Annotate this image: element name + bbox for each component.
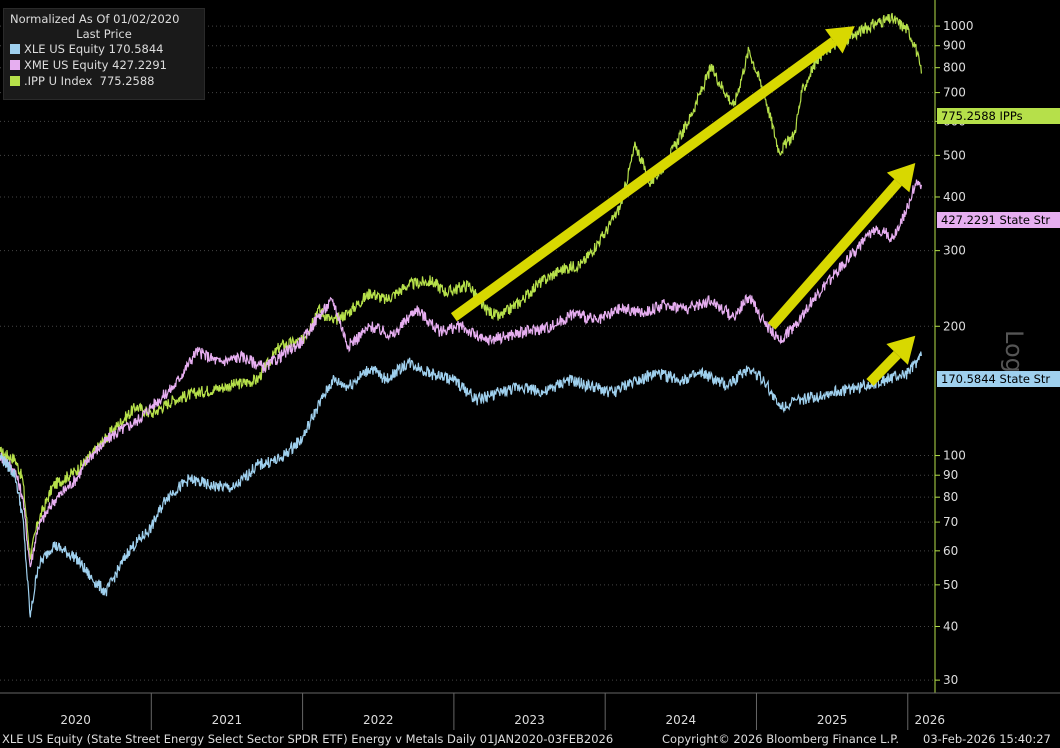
x-tick-label: 2021 xyxy=(212,713,243,727)
legend-subheader: Last Price xyxy=(76,27,132,41)
y-tick-label: 50 xyxy=(943,578,958,592)
x-tick-label: 2026 xyxy=(914,713,945,727)
y-tick-label: 400 xyxy=(943,190,966,204)
series-layer xyxy=(0,12,922,618)
y-tick-label: 500 xyxy=(943,148,966,162)
legend-entry-xme: XME US Equity 427.2291 xyxy=(10,57,198,73)
legend-swatch xyxy=(10,76,20,86)
arrow-head xyxy=(886,163,916,193)
legend-value: 775.2588 xyxy=(99,74,155,88)
series-line-xmeusequity xyxy=(0,179,922,568)
legend-label: .IPP U Index xyxy=(24,74,93,88)
y-tick-label: 300 xyxy=(943,244,966,258)
last-value-label-xle: 170.5844 State Str xyxy=(937,371,1060,387)
footer-timestamp: 03-Feb-2026 15:40:27 xyxy=(923,732,1051,746)
y-tick-label: 900 xyxy=(943,39,966,53)
legend-label: XLE US Equity xyxy=(24,42,105,56)
legend-header: Normalized As Of 01/02/2020 xyxy=(10,12,180,26)
legend-value: 170.5844 xyxy=(108,42,164,56)
y-axis-scale-label: Log xyxy=(1000,330,1028,373)
legend: Normalized As Of 01/02/2020 Last Price X… xyxy=(3,8,205,100)
y-tick-label: 80 xyxy=(943,490,958,504)
arrow-head xyxy=(886,335,916,365)
y-tick-label: 60 xyxy=(943,544,958,558)
y-tick-label: 800 xyxy=(943,61,966,75)
y-tick-label: 100 xyxy=(943,449,966,463)
legend-value: 427.2291 xyxy=(112,58,167,72)
axes: 3040506070809010020030040050060070080090… xyxy=(0,0,1060,730)
x-tick-label: 2022 xyxy=(363,713,394,727)
y-tick-label: 30 xyxy=(943,673,958,687)
gridlines xyxy=(0,25,935,681)
legend-swatch xyxy=(10,60,20,70)
legend-entry-ipp: .IPP U Index 775.2588 xyxy=(10,73,198,89)
arrow-shaft xyxy=(767,179,902,330)
x-tick-label: 2025 xyxy=(817,713,848,727)
last-value-label-xme: 427.2291 State Str xyxy=(937,212,1060,228)
arrow-shaft xyxy=(866,350,901,386)
footer-description: XLE US Equity (State Street Energy Selec… xyxy=(2,732,614,746)
y-tick-label: 1000 xyxy=(943,19,974,33)
legend-entry-xle: XLE US Equity 170.5844 xyxy=(10,41,198,57)
y-tick-label: 40 xyxy=(943,619,958,633)
footer-copyright: Copyright© 2026 Bloomberg Finance L.P. xyxy=(662,732,899,746)
y-tick-label: 90 xyxy=(943,468,958,482)
arrow-head xyxy=(825,26,855,54)
legend-label: XME US Equity xyxy=(24,58,109,72)
series-line-ippuindex xyxy=(0,12,922,560)
last-value-label-ipp: 775.2588 IPPs xyxy=(937,108,1060,124)
x-tick-label: 2024 xyxy=(666,713,697,727)
series-line-xleusequity xyxy=(0,351,922,618)
x-tick-label: 2023 xyxy=(514,713,545,727)
x-tick-label: 2020 xyxy=(60,713,91,727)
footer-bar: XLE US Equity (State Street Energy Selec… xyxy=(0,731,1060,748)
arrow-shaft xyxy=(450,37,837,322)
legend-swatch xyxy=(10,44,20,54)
y-tick-label: 70 xyxy=(943,515,958,529)
annotation-arrows xyxy=(450,26,916,386)
y-tick-label: 200 xyxy=(943,319,966,333)
y-tick-label: 700 xyxy=(943,86,966,100)
